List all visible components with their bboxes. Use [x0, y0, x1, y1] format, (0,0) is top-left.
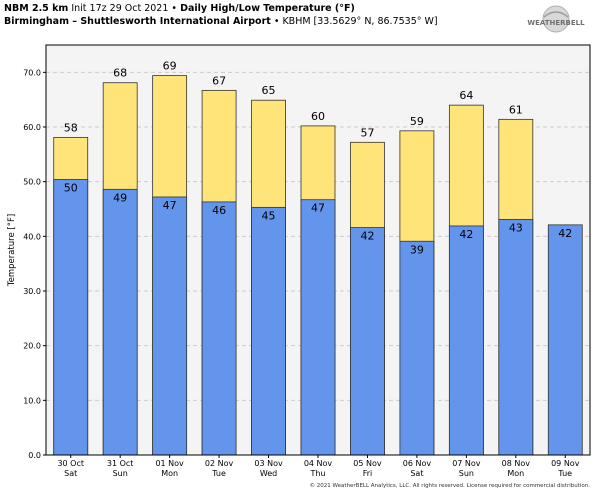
- y-tick-label: 40.0: [23, 232, 41, 241]
- x-tick-day: Mon: [507, 469, 524, 478]
- x-tick-day: Sun: [459, 469, 474, 478]
- y-tick-label: 0.0: [28, 451, 41, 460]
- x-tick-date: 08 Nov: [502, 459, 531, 468]
- x-tick-day: Sat: [64, 469, 77, 478]
- label-high: 67: [212, 74, 226, 87]
- station-code: • KBHM [33.5629° N, 86.7535° W]: [273, 16, 438, 27]
- model-name: NBM 2.5 km: [4, 3, 69, 14]
- chart-header-line1: NBM 2.5 km Init 17z 29 Oct 2021 • Daily …: [4, 3, 355, 14]
- x-tick-date: 05 Nov: [353, 459, 382, 468]
- label-high: 57: [360, 126, 374, 139]
- label-high: 61: [509, 103, 523, 116]
- x-tick-day: Sun: [113, 469, 128, 478]
- product-title: Daily High/Low Temperature (°F): [180, 3, 355, 14]
- y-tick-label: 20.0: [23, 342, 41, 351]
- y-tick-label: 30.0: [23, 287, 41, 296]
- y-tick-label: 50.0: [23, 178, 41, 187]
- label-low: 47: [311, 202, 325, 215]
- logo-text: WEATHERBELL: [527, 19, 585, 27]
- bar-low: [102, 188, 138, 456]
- copyright-notice: © 2021 WeatherBELL Analytics, LLC. All r…: [309, 483, 590, 489]
- x-tick-date: 30 Oct: [57, 459, 84, 468]
- bar-low: [498, 218, 534, 456]
- bar-low: [251, 206, 286, 456]
- plot-frame: [45, 44, 591, 456]
- label-low: 45: [262, 209, 276, 222]
- x-tick-day: Wed: [260, 469, 277, 478]
- label-high: 59: [410, 115, 424, 128]
- label-low: 42: [360, 230, 374, 243]
- x-tick-date: 04 Nov: [304, 459, 333, 468]
- bar-low: [399, 240, 435, 456]
- station-name: Birmingham – Shuttlesworth International…: [4, 16, 271, 27]
- label-low: 39: [410, 243, 424, 256]
- label-high: 64: [459, 89, 473, 102]
- y-tick-label: 10.0: [23, 396, 41, 405]
- x-tick-day: Sat: [410, 469, 423, 478]
- y-tick-label: 60.0: [23, 123, 41, 132]
- bar-low: [53, 179, 89, 456]
- x-tick-date: 31 Oct: [107, 459, 134, 468]
- label-high: 60: [311, 110, 325, 123]
- weatherbell-logo: WEATHERBELL: [527, 5, 585, 33]
- x-tick-date: 06 Nov: [403, 459, 432, 468]
- x-tick-date: 03 Nov: [254, 459, 283, 468]
- bar-low: [350, 227, 385, 456]
- init-time: Init 17z 29 Oct 2021: [71, 3, 169, 14]
- label-low: 50: [64, 181, 78, 194]
- label-high: 58: [64, 121, 78, 134]
- bar-low: [201, 201, 237, 456]
- label-low: 49: [113, 191, 127, 204]
- x-tick-date: 01 Nov: [155, 459, 184, 468]
- label-high: 65: [262, 84, 276, 97]
- bar-low: [152, 196, 188, 456]
- x-tick-day: Mon: [161, 469, 178, 478]
- chart-header-line2: Birmingham – Shuttlesworth International…: [4, 16, 438, 27]
- label-high: 68: [113, 67, 127, 80]
- bar-low: [448, 225, 484, 456]
- label-low: 43: [509, 221, 523, 234]
- label-low: 42: [459, 228, 473, 241]
- y-axis-label: Temperature [°F]: [7, 214, 17, 287]
- x-tick-day: Fri: [363, 469, 373, 478]
- x-tick-day: Thu: [309, 469, 325, 478]
- label-low: 46: [212, 204, 226, 217]
- label-high: 69: [163, 60, 177, 73]
- bar-low: [300, 199, 336, 456]
- separator: •: [171, 3, 178, 14]
- bar-low: [547, 224, 583, 456]
- x-tick-date: 07 Nov: [452, 459, 481, 468]
- x-tick-date: 02 Nov: [205, 459, 234, 468]
- y-tick-label: 70.0: [23, 68, 41, 77]
- x-tick-day: Tue: [557, 469, 572, 478]
- x-tick-date: 09 Nov: [551, 459, 580, 468]
- label-low: 42: [558, 227, 572, 240]
- label-low: 47: [163, 199, 177, 212]
- x-tick-day: Tue: [211, 469, 226, 478]
